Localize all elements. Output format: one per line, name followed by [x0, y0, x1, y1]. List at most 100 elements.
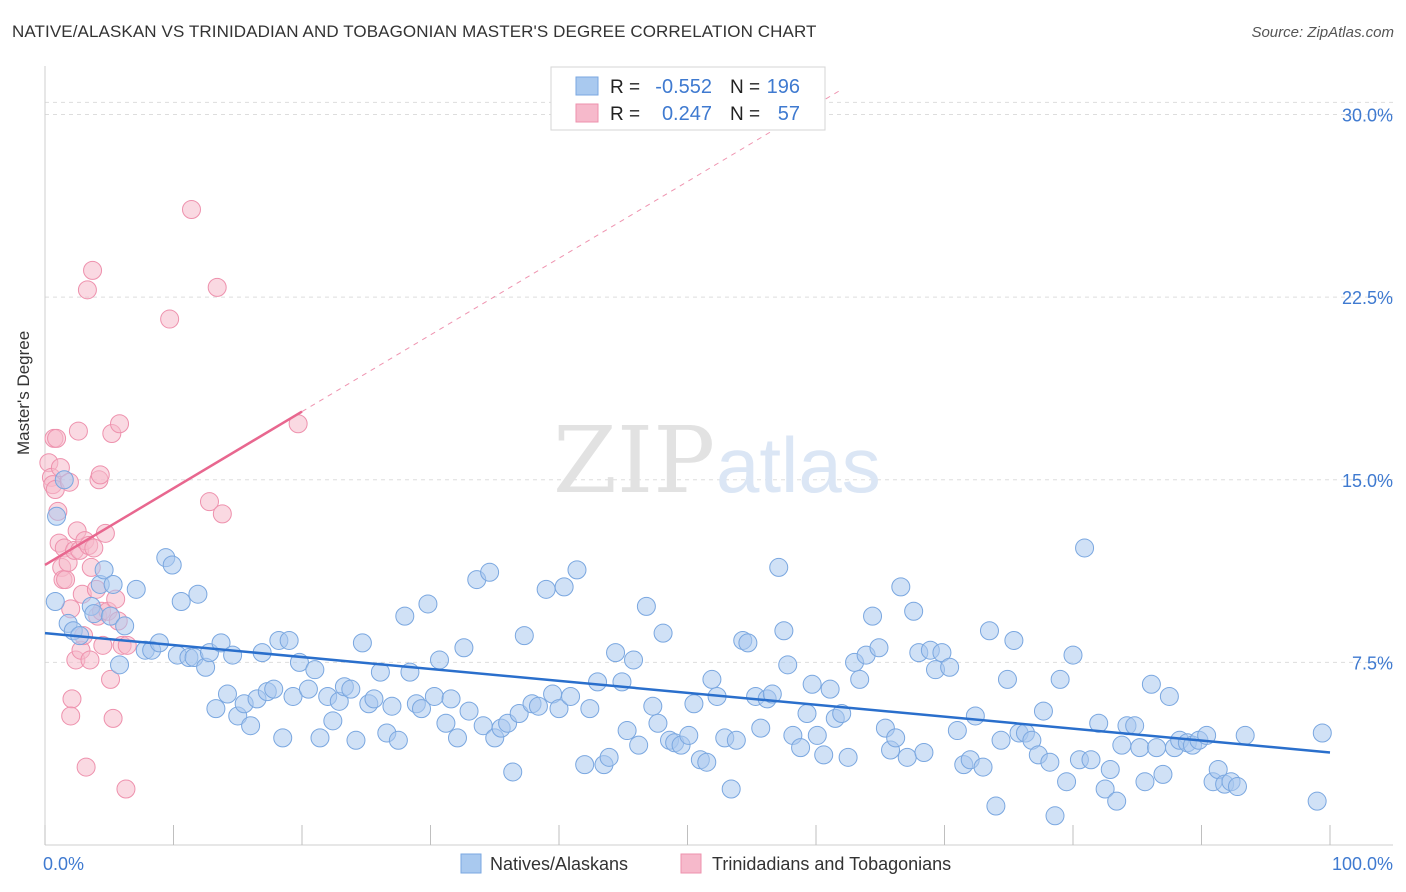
point-native: [1159, 686, 1179, 706]
point-native: [863, 606, 883, 626]
point-native: [352, 633, 372, 653]
point-trinidadian: [181, 199, 201, 219]
legend-label-trinidadians: Trinidadians and Tobagonians: [712, 854, 951, 874]
point-native: [726, 730, 746, 750]
point-trinidadian: [62, 689, 82, 709]
point-native: [211, 633, 231, 653]
point-trinidadian: [160, 309, 180, 329]
point-native: [1135, 772, 1155, 792]
source-label: Source: ZipAtlas.com: [1251, 24, 1394, 41]
point-native: [624, 650, 644, 670]
point-native: [418, 594, 438, 614]
point-trinidadian: [199, 492, 219, 512]
stats-n-label-blue: N =: [730, 77, 760, 98]
stats-r-value-blue: -0.552: [655, 76, 712, 98]
point-native: [84, 604, 104, 624]
watermark-atlas: atlas: [716, 421, 881, 509]
point-native: [965, 706, 985, 726]
stats-r-value-pink: 0.247: [662, 103, 712, 125]
watermark: ZIP atlas: [553, 407, 881, 514]
point-native: [103, 574, 123, 594]
point-native: [1107, 791, 1127, 811]
point-native: [850, 669, 870, 689]
point-native: [217, 684, 237, 704]
point-native: [110, 655, 130, 675]
point-native: [424, 686, 444, 706]
point-native: [1095, 779, 1115, 799]
point-trinidadian: [212, 504, 232, 524]
point-native: [1063, 645, 1083, 665]
point-native: [1307, 791, 1327, 811]
point-trinidadian: [61, 706, 81, 726]
gridlines: [45, 101, 1393, 663]
point-native: [973, 757, 993, 777]
point-native: [932, 643, 952, 663]
point-native: [1004, 630, 1024, 650]
point-native: [697, 752, 717, 772]
point-native: [947, 721, 967, 741]
point-native: [599, 747, 619, 767]
point-native: [412, 699, 432, 719]
legend: Natives/Alaskans Trinidadians and Tobago…: [460, 853, 951, 874]
point-native: [643, 696, 663, 716]
x-tick-label: 0.0%: [43, 854, 84, 874]
point-native: [480, 562, 500, 582]
point-native: [580, 699, 600, 719]
point-native: [684, 694, 704, 714]
point-native: [617, 721, 637, 741]
point-native: [1153, 764, 1173, 784]
point-native: [991, 730, 1011, 750]
y-tick-label: 30.0%: [1342, 106, 1393, 126]
series-blue-points: [45, 470, 1332, 826]
point-native: [206, 699, 226, 719]
point-native: [814, 745, 834, 765]
point-native: [1130, 738, 1150, 758]
point-native: [1033, 701, 1053, 721]
point-native: [45, 592, 65, 612]
point-native: [279, 630, 299, 650]
stats-swatch-blue: [575, 76, 599, 96]
point-native: [1100, 760, 1120, 780]
point-native: [310, 728, 330, 748]
point-native: [774, 621, 794, 641]
point-native: [441, 689, 461, 709]
point-native: [738, 633, 758, 653]
stats-swatch-pink: [575, 103, 599, 123]
point-native: [721, 779, 741, 799]
point-native: [838, 747, 858, 767]
point-trinidadian: [103, 708, 123, 728]
stats-n-value-blue: 196: [767, 76, 800, 98]
point-native: [1141, 674, 1161, 694]
point-native: [751, 718, 771, 738]
point-native: [653, 623, 673, 643]
point-native: [454, 638, 474, 658]
stats-box: R = -0.552 N = 196 R = 0.247 N = 57: [550, 66, 826, 131]
stats-r-label-pink: R =: [610, 104, 640, 125]
point-native: [629, 735, 649, 755]
point-native: [832, 704, 852, 724]
point-native: [101, 606, 121, 626]
point-native: [1089, 713, 1109, 733]
point-trinidadian: [116, 779, 136, 799]
point-native: [561, 686, 581, 706]
point-native: [509, 704, 529, 724]
point-native: [979, 621, 999, 641]
point-native: [1057, 772, 1077, 792]
point-trinidadian: [93, 635, 113, 655]
point-trinidadian: [56, 570, 76, 590]
point-native: [802, 674, 822, 694]
stats-n-label-pink: N =: [730, 104, 760, 125]
point-native: [436, 713, 456, 733]
y-tick-label: 7.5%: [1352, 653, 1393, 673]
point-native: [914, 742, 934, 762]
point-native: [897, 747, 917, 767]
point-native: [762, 684, 782, 704]
point-native: [1235, 725, 1255, 745]
legend-swatch-pink: [680, 853, 702, 874]
point-native: [171, 592, 191, 612]
trend-line-native: [44, 631, 1331, 754]
legend-label-natives: Natives/Alaskans: [490, 854, 628, 874]
y-tick-labels: 7.5% 15.0% 22.5% 30.0%: [1342, 106, 1393, 674]
point-native: [1050, 669, 1070, 689]
